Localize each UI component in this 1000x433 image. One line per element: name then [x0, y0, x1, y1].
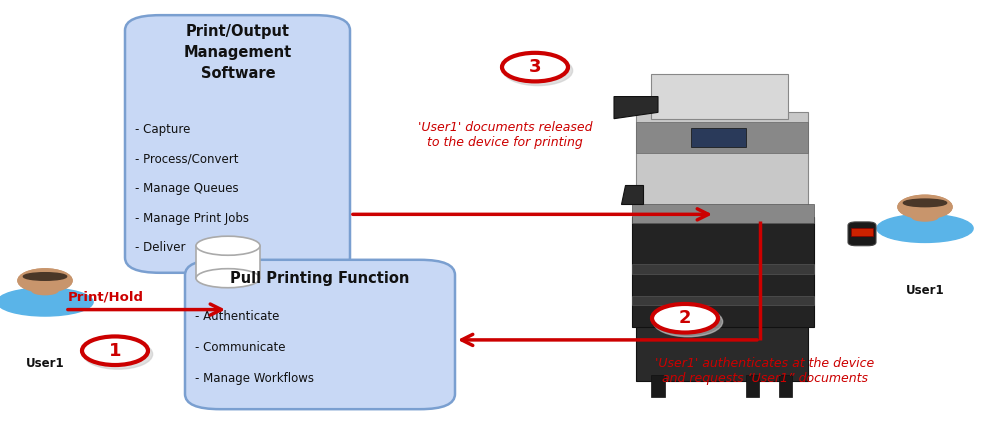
Ellipse shape: [196, 268, 260, 288]
Ellipse shape: [912, 213, 938, 221]
Bar: [632, 296, 814, 305]
Text: - Capture: - Capture: [135, 123, 190, 136]
Circle shape: [898, 195, 952, 219]
Text: - Authenticate: - Authenticate: [195, 310, 279, 323]
Ellipse shape: [899, 202, 951, 210]
Bar: [632, 204, 814, 223]
Bar: [196, 246, 260, 278]
Polygon shape: [621, 185, 643, 204]
Text: - Communicate: - Communicate: [195, 341, 286, 354]
Text: 'User1' authenticates at the device
and requests ‘User1” documents: 'User1' authenticates at the device and …: [655, 357, 875, 385]
Ellipse shape: [903, 199, 947, 207]
Circle shape: [83, 339, 153, 369]
Bar: [632, 264, 814, 274]
Bar: [779, 375, 792, 397]
Text: - Manage Workflows: - Manage Workflows: [195, 372, 314, 385]
Text: 2: 2: [679, 309, 691, 327]
Text: - Manage Queues: - Manage Queues: [135, 182, 239, 195]
Ellipse shape: [877, 214, 973, 242]
Text: 3: 3: [529, 58, 541, 76]
Bar: [851, 228, 873, 236]
Polygon shape: [614, 97, 658, 119]
Circle shape: [653, 307, 723, 337]
Text: Print/Output
Management
Software: Print/Output Management Software: [184, 24, 292, 81]
Text: Pull Printing Function: Pull Printing Function: [230, 271, 410, 286]
Text: User1: User1: [906, 284, 944, 297]
Text: - Process/Convert: - Process/Convert: [135, 153, 239, 166]
Text: - Deliver: - Deliver: [135, 241, 186, 254]
Bar: [651, 375, 665, 397]
Text: Print/Hold: Print/Hold: [68, 290, 144, 303]
Circle shape: [82, 336, 148, 365]
Text: - Manage Print Jobs: - Manage Print Jobs: [135, 212, 249, 225]
FancyBboxPatch shape: [636, 324, 808, 381]
Circle shape: [503, 55, 573, 86]
Text: 1: 1: [109, 342, 121, 360]
Circle shape: [18, 269, 72, 292]
Ellipse shape: [19, 275, 71, 284]
FancyBboxPatch shape: [185, 260, 455, 409]
Bar: [636, 122, 808, 153]
Text: User1: User1: [26, 357, 64, 370]
Ellipse shape: [196, 236, 260, 255]
FancyBboxPatch shape: [632, 216, 814, 327]
Circle shape: [652, 304, 718, 333]
Circle shape: [898, 195, 952, 219]
FancyBboxPatch shape: [848, 222, 876, 246]
Ellipse shape: [23, 273, 67, 280]
FancyBboxPatch shape: [125, 15, 350, 273]
Ellipse shape: [0, 288, 93, 316]
Bar: [691, 128, 746, 147]
Ellipse shape: [32, 287, 58, 294]
Text: 'User1' documents released
to the device for printing: 'User1' documents released to the device…: [418, 121, 592, 149]
Circle shape: [502, 53, 568, 81]
FancyBboxPatch shape: [651, 74, 788, 119]
Bar: [746, 375, 759, 397]
FancyBboxPatch shape: [636, 112, 808, 207]
Circle shape: [18, 269, 72, 292]
